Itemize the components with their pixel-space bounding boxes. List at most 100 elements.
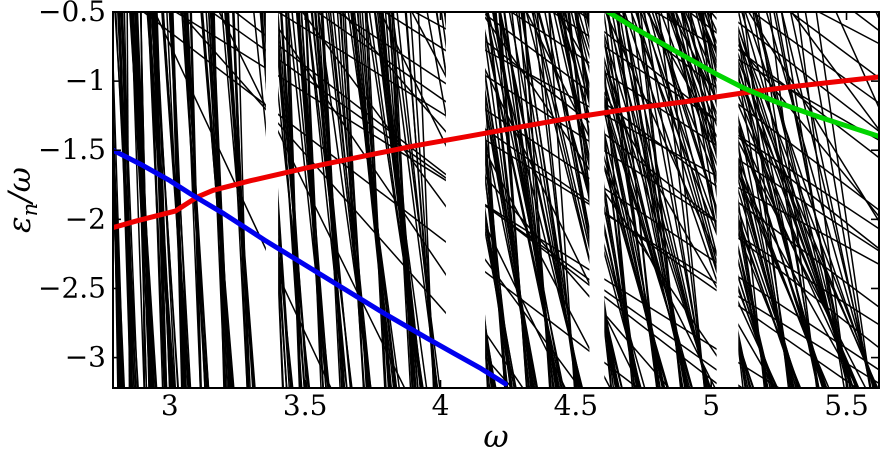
y-axis-label: εn/ω [2, 167, 42, 233]
spectrum-line [336, 12, 366, 388]
y-tick-label: −0.5 [38, 0, 106, 28]
spectrum-diagonal-line [790, 12, 879, 131]
spectrum-line [366, 12, 387, 388]
spectrum-line [306, 12, 348, 388]
y-tick-label: −3 [65, 341, 106, 374]
spectrum-diagonal-line [752, 12, 879, 104]
spectrum-line [667, 12, 830, 388]
spectrum-diagonal-line [143, 12, 639, 388]
spectrum-line [487, 12, 584, 388]
spectrum-line [225, 12, 256, 388]
spectrum-diagonal-line [748, 12, 879, 223]
spectrum-line [781, 12, 874, 388]
spectrum-line [287, 12, 329, 388]
y-tick-label: −2 [65, 202, 106, 235]
spectrum-line [525, 12, 623, 388]
spectrum-line [773, 12, 851, 388]
spectrum-line [113, 152, 123, 388]
spectrum-line [596, 12, 711, 388]
spectrum-diagonal-line [480, 12, 740, 388]
spectrum-line [391, 12, 441, 388]
spectrum-lines-layer [113, 12, 879, 388]
spectrum-diagonal-line [316, 12, 857, 388]
spectrum-line [374, 12, 424, 388]
spectrum-line [374, 12, 428, 388]
spectrum-line [815, 12, 872, 388]
spectrum-diagonal-line [646, 12, 859, 388]
spectrum-diagonal-line [510, 12, 879, 252]
spectrum-line [804, 12, 871, 388]
spectrum-line [651, 12, 775, 388]
spectrum-line [332, 12, 372, 388]
series-red-branch [113, 74, 879, 231]
x-tick-label: 3.5 [283, 389, 328, 422]
spectrum-diagonal-line [578, 12, 879, 250]
x-tick-label: 5 [702, 389, 720, 422]
spectral-gap [589, 12, 605, 388]
spectrum-diagonal-line [670, 12, 867, 388]
spectrum-diagonal-line [154, 12, 332, 388]
spectrum-line [201, 12, 235, 388]
spectrum-line [588, 12, 694, 388]
spectrum-line [479, 12, 562, 388]
spectrum-line [132, 12, 157, 388]
spectrum-line [765, 12, 875, 388]
spectrum-line [396, 12, 438, 388]
spectrum-diagonal-line [818, 12, 879, 45]
spectrum-diagonal-line [835, 12, 879, 110]
spectrum-diagonal-line [456, 12, 641, 388]
spectrum-line [499, 12, 583, 388]
spectrum-line [114, 12, 139, 388]
spectrum-line [327, 12, 371, 388]
spectrum-diagonal-line [724, 12, 879, 133]
spectrum-diagonal-line [277, 12, 879, 385]
x-tick-label: 5.5 [824, 389, 869, 422]
spectrum-line [113, 118, 126, 388]
x-tick-label: 4.5 [554, 389, 599, 422]
y-tick-label: −1 [65, 64, 106, 97]
spectrum-line [147, 12, 175, 388]
series-blue-branch [113, 147, 508, 387]
spectrum-line [531, 12, 620, 388]
spectrum-line [317, 12, 372, 388]
spectrum-diagonal-line [790, 12, 879, 79]
plot-frame [112, 11, 880, 389]
spectrum-diagonal-line [526, 12, 716, 388]
spectrum-line [161, 12, 190, 388]
spectrum-diagonal-line [414, 12, 879, 266]
spectrum-line [630, 12, 777, 388]
spectrum-line [147, 12, 166, 388]
y-tick-label: −1.5 [38, 133, 106, 166]
spectrum-line [558, 12, 670, 388]
spectrum-line [730, 12, 878, 388]
spectrum-diagonal-line [604, 12, 779, 388]
spectrum-line [533, 12, 623, 388]
spectrum-line [152, 12, 180, 388]
spectrum-diagonal-line [411, 12, 611, 388]
spectrum-line [221, 12, 256, 388]
spectrum-line [570, 12, 665, 388]
spectral-gap [716, 12, 739, 388]
spectrum-line [200, 12, 234, 388]
spectrum-line [291, 12, 330, 388]
spectrum-diagonal-line [337, 12, 879, 371]
spectrum-line [347, 12, 401, 388]
spectrum-diagonal-line [552, 12, 879, 230]
spectrum-line [129, 12, 155, 388]
spectrum-line [306, 12, 353, 388]
y-tick-label: −2.5 [38, 271, 106, 304]
spectral-gap [265, 12, 279, 388]
spectrum-diagonal-line [218, 12, 406, 388]
spectrum-diagonal-line [341, 12, 670, 388]
x-axis-label: ω [483, 419, 508, 451]
spectrum-line [621, 12, 708, 388]
x-tick-label: 3 [161, 389, 179, 422]
spectral-gap [445, 12, 486, 388]
spectrum-diagonal-line [688, 12, 879, 159]
spectrum-line [162, 12, 191, 388]
spectrum-diagonal-line [447, 12, 879, 349]
series-green-branch [605, 12, 879, 139]
spectrum-line [168, 12, 192, 388]
